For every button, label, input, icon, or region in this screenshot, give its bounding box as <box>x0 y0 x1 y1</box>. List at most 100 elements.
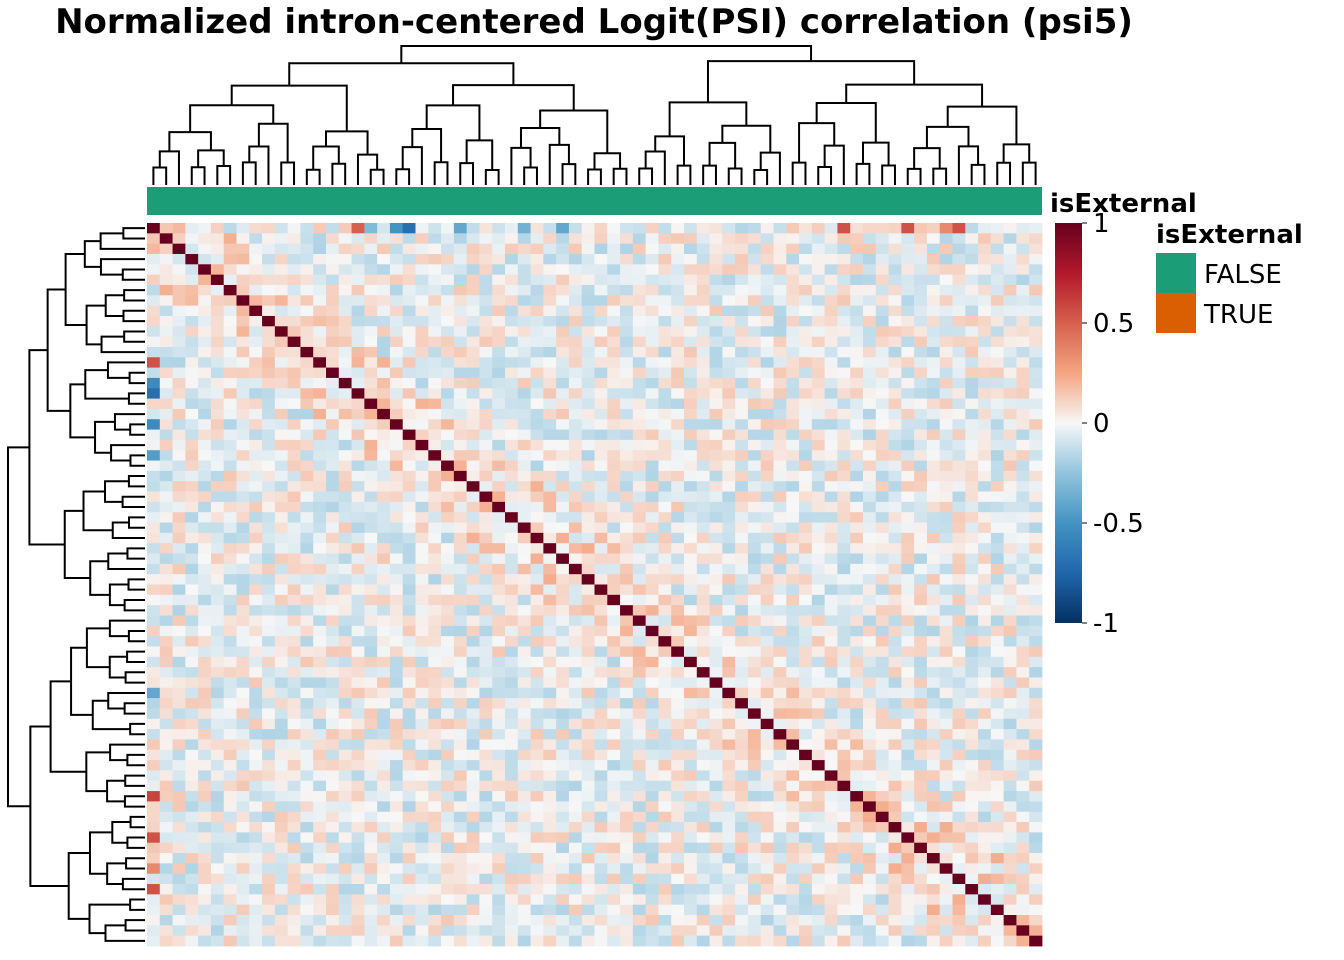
heatmap-cell <box>965 904 979 916</box>
heatmap-cell <box>888 357 902 368</box>
heatmap-cell <box>338 615 352 627</box>
heatmap-cell <box>747 408 762 420</box>
heatmap-cell <box>236 326 250 338</box>
heatmap-cell <box>453 698 468 709</box>
heatmap-cell <box>262 687 276 699</box>
heatmap-cell <box>709 326 723 338</box>
heatmap-cell <box>147 367 161 379</box>
heatmap-cell <box>185 791 199 802</box>
heatmap-cell <box>479 491 493 503</box>
heatmap-cell <box>389 295 404 307</box>
heatmap-cell <box>185 470 199 482</box>
heatmap-cell <box>389 687 404 699</box>
heatmap-cell <box>556 873 570 885</box>
heatmap-cell <box>875 842 889 854</box>
heatmap-cell <box>658 305 672 317</box>
heatmap-cell <box>517 315 531 327</box>
heatmap-cell <box>978 429 992 441</box>
heatmap-cell <box>594 388 608 399</box>
heatmap-cell <box>568 439 583 451</box>
heatmap-cell <box>824 470 838 482</box>
heatmap-cell <box>799 594 813 606</box>
heatmap-cell <box>875 739 889 751</box>
heatmap-cell <box>210 791 225 802</box>
heatmap-cell <box>338 398 352 410</box>
heatmap-cell <box>517 801 531 813</box>
heatmap-cell <box>568 915 583 926</box>
heatmap-cell <box>978 223 992 234</box>
heatmap-cell <box>901 346 915 358</box>
heatmap-cell <box>274 636 289 647</box>
heatmap-cell <box>965 357 979 368</box>
heatmap-cell <box>645 894 659 906</box>
heatmap-cell <box>274 656 289 668</box>
heatmap-cell <box>351 894 365 906</box>
heatmap-cell <box>607 450 621 461</box>
heatmap-cell <box>671 450 685 461</box>
heatmap-cell <box>811 894 826 906</box>
row-dendrogram-branch <box>127 392 145 405</box>
heatmap-cell <box>926 491 941 503</box>
heatmap-cell <box>159 264 173 276</box>
heatmap-cell <box>147 553 161 565</box>
heatmap-cell <box>300 419 314 430</box>
heatmap-cell <box>773 512 787 523</box>
heatmap-cell <box>799 822 813 833</box>
heatmap-cell <box>952 336 966 348</box>
heatmap-cell <box>939 253 953 265</box>
heatmap-cell <box>888 305 902 317</box>
heatmap-cell <box>952 439 966 451</box>
heatmap-cell <box>1029 377 1043 389</box>
heatmap-cell <box>863 326 877 338</box>
heatmap-cell <box>1003 284 1017 296</box>
heatmap-cell <box>594 563 608 575</box>
heatmap-cell <box>364 832 378 844</box>
heatmap-cell <box>147 770 161 782</box>
heatmap-cell <box>428 481 442 492</box>
heatmap-cell <box>517 398 531 410</box>
heatmap-cell <box>811 367 826 379</box>
heatmap-cell <box>198 398 212 410</box>
heatmap-cell <box>786 625 800 637</box>
heatmap-cell <box>926 563 941 575</box>
heatmap-cell <box>159 274 173 286</box>
heatmap-cell <box>709 698 723 709</box>
heatmap-cell <box>223 667 237 678</box>
heatmap-cell <box>607 429 621 441</box>
heatmap-cell <box>338 646 352 658</box>
heatmap-cell <box>147 760 161 771</box>
heatmap-cell <box>990 646 1005 658</box>
heatmap-cell <box>671 894 685 906</box>
heatmap-cell <box>210 842 225 854</box>
heatmap-cell <box>747 615 762 627</box>
heatmap-cell <box>684 625 698 637</box>
heatmap-cell <box>428 336 442 348</box>
heatmap-cell <box>939 512 953 523</box>
heatmap-cell <box>300 398 314 410</box>
heatmap-cell <box>338 625 352 637</box>
heatmap-cell <box>786 832 800 844</box>
heatmap-cell <box>530 501 544 513</box>
heatmap-cell <box>684 357 698 368</box>
heatmap-cell <box>1016 584 1030 596</box>
heatmap-cell <box>671 481 685 492</box>
heatmap-cell <box>185 419 199 430</box>
heatmap-cell <box>287 915 301 926</box>
heatmap-cell <box>198 677 212 689</box>
heatmap-cell <box>786 470 800 482</box>
heatmap-cell <box>428 811 442 823</box>
heatmap-cell <box>172 543 186 554</box>
heatmap-cell <box>338 656 352 668</box>
heatmap-cell <box>786 326 800 338</box>
heatmap-cell <box>926 481 941 492</box>
heatmap-cell <box>505 563 519 575</box>
heatmap-cell <box>159 605 173 616</box>
heatmap-cell <box>901 811 915 823</box>
heatmap-cell <box>1029 367 1043 379</box>
heatmap-cell <box>632 594 647 606</box>
column-dendrogram-branch <box>465 139 494 171</box>
heatmap-cell <box>262 656 276 668</box>
column-dendrogram-branch <box>425 104 481 141</box>
heatmap-cell <box>453 429 468 441</box>
heatmap-cell <box>389 253 404 265</box>
